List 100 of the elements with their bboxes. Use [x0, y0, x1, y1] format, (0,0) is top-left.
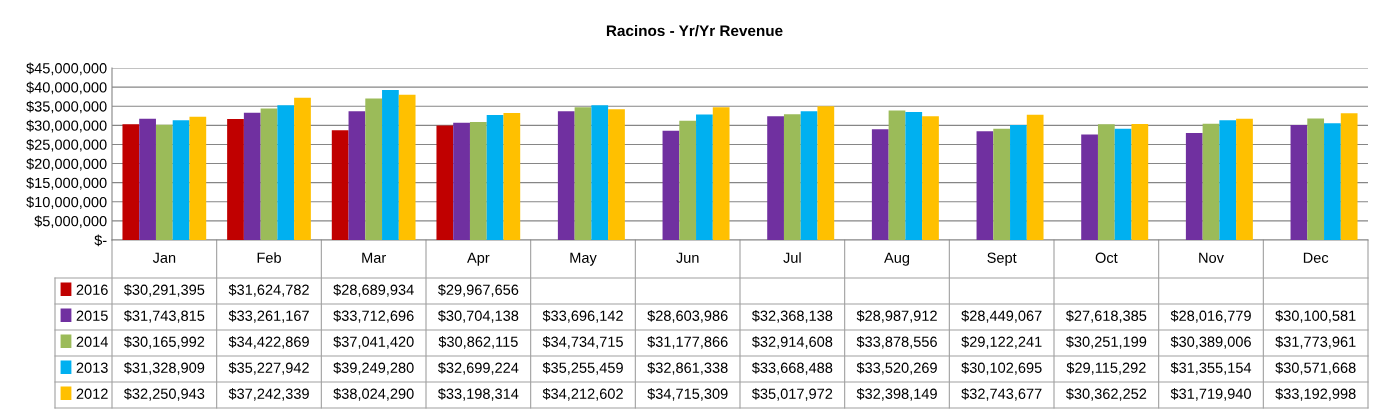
bar	[1097, 124, 1115, 240]
bar	[679, 120, 697, 240]
bar	[662, 130, 680, 240]
data-label: $31,773,961	[1275, 335, 1356, 349]
bar	[1114, 128, 1132, 240]
bar	[696, 114, 713, 240]
bar	[993, 128, 1011, 240]
bar	[1340, 113, 1358, 240]
data-label: $28,016,779	[1170, 309, 1251, 323]
x-tick-label: May	[570, 252, 597, 266]
bar	[469, 122, 487, 240]
y-tick-label: $20,000,000	[26, 158, 107, 171]
bar	[783, 114, 801, 240]
data-label: $30,100,581	[1275, 309, 1356, 323]
y-tick-label: $5,000,000	[34, 215, 107, 229]
data-label: $35,227,942	[228, 361, 309, 375]
bar	[712, 107, 730, 240]
data-label: $28,449,067	[961, 309, 1042, 323]
data-label: $37,242,339	[228, 387, 309, 401]
data-label: $30,389,006	[1170, 335, 1251, 349]
bar	[260, 108, 278, 240]
data-label: $32,861,338	[647, 361, 728, 375]
data-label: $32,368,138	[751, 309, 833, 323]
y-tick-label: $30,000,000	[26, 119, 107, 133]
chart-title: Racinos - Yr/Yr Revenue	[606, 24, 783, 37]
data-label: $33,668,488	[751, 361, 833, 375]
x-tick-label: Aug	[884, 252, 910, 266]
data-label: $31,177,866	[647, 335, 728, 349]
bar	[155, 124, 173, 240]
data-label: $29,122,241	[961, 335, 1042, 349]
data-label: $34,212,602	[542, 387, 623, 401]
data-label: $30,362,252	[1065, 387, 1147, 401]
bar	[503, 113, 521, 240]
x-tick-label: Sept	[987, 252, 1017, 266]
bar	[800, 111, 818, 240]
bar	[1219, 120, 1237, 240]
bar	[436, 125, 454, 240]
x-tick-label: Jul	[783, 252, 801, 263]
bar	[398, 94, 416, 240]
bar	[348, 111, 366, 240]
data-label: $35,255,459	[542, 361, 623, 375]
data-label: $30,102,695	[961, 361, 1042, 375]
bar	[557, 111, 575, 240]
y-tick-label: $25,000,000	[26, 138, 107, 152]
data-label: $31,743,815	[123, 309, 205, 323]
bar	[1236, 118, 1253, 240]
data-label: $31,328,909	[123, 361, 205, 375]
data-label: $32,398,149	[856, 387, 937, 401]
data-label: $30,251,199	[1065, 335, 1147, 349]
data-label: $38,024,290	[333, 387, 414, 401]
bar	[122, 124, 140, 240]
bar	[1307, 118, 1325, 240]
bar	[976, 131, 994, 240]
bar	[905, 111, 923, 240]
y-tick-label: $15,000,000	[26, 177, 107, 190]
legend-label: 2012	[76, 388, 108, 399]
legend-label: 2014	[76, 336, 108, 347]
bar	[277, 105, 295, 240]
data-label: $31,355,154	[1170, 361, 1252, 375]
bar	[1324, 123, 1341, 240]
data-label: $30,165,992	[123, 335, 205, 349]
x-tick-label: Nov	[1199, 252, 1224, 263]
data-label: $32,699,224	[437, 361, 519, 375]
data-label: $34,715,309	[647, 387, 728, 401]
bar	[817, 106, 835, 240]
y-tick-label: $35,000,000	[26, 100, 107, 114]
x-tick-label: Feb	[257, 252, 281, 263]
bar	[608, 109, 625, 240]
y-tick-label: $40,000,000	[26, 81, 107, 95]
data-label: $30,291,395	[123, 283, 205, 297]
data-label: $33,696,142	[542, 309, 623, 323]
legend-label: 2015	[76, 310, 108, 321]
data-label: $32,250,943	[123, 387, 205, 401]
bar	[1202, 123, 1220, 240]
bar	[888, 110, 906, 240]
data-label: $30,704,138	[437, 309, 519, 323]
bar	[227, 119, 244, 240]
data-label: $32,743,677	[961, 387, 1042, 401]
data-label: $28,603,986	[647, 309, 728, 323]
y-tick-label: $-	[94, 234, 107, 247]
data-label: $31,624,782	[228, 283, 309, 297]
data-label: $33,192,998	[1275, 387, 1356, 401]
y-tick-label: $10,000,000	[26, 196, 107, 209]
x-tick-label: Jan	[152, 252, 176, 263]
bar	[453, 122, 470, 240]
legend-label: 2013	[76, 362, 108, 373]
data-label: $31,719,940	[1170, 387, 1251, 401]
bar	[767, 116, 784, 240]
data-label: $27,618,385	[1065, 309, 1147, 323]
bar	[1081, 134, 1098, 240]
bar	[1185, 132, 1203, 240]
data-label: $34,734,715	[542, 335, 623, 349]
bar	[172, 120, 190, 240]
data-label: $32,914,608	[751, 335, 833, 349]
bar	[1026, 114, 1044, 240]
bar	[1131, 123, 1149, 240]
data-label: $30,862,115	[438, 335, 518, 349]
data-label: $33,520,269	[856, 361, 937, 375]
data-label: $33,261,167	[228, 309, 309, 323]
bar	[243, 112, 261, 240]
